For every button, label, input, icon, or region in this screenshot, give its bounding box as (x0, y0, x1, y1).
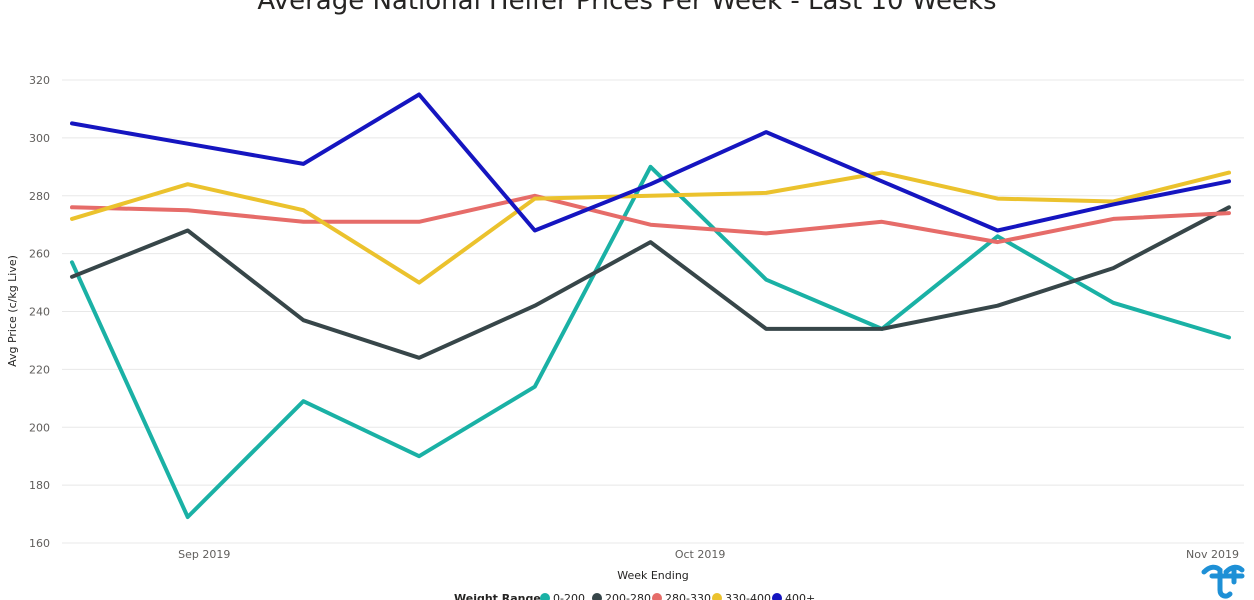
x-axis-title: Week Ending (617, 569, 689, 582)
legend-title: Weight Range (454, 592, 541, 600)
series-line-330-400[interactable] (70, 170, 1231, 285)
series-lines (70, 92, 1231, 519)
y-tick-label: 320 (29, 74, 50, 87)
x-tick-label: Oct 2019 (675, 548, 726, 561)
y-tick-label: 300 (29, 132, 50, 145)
y-axis-title: Avg Price (c/kg Live) (6, 255, 19, 367)
y-tick-label: 280 (29, 190, 50, 203)
x-tick-label: Sep 2019 (178, 548, 230, 561)
legend-items: 0-200 200-280 280-330 330-400 400+ (540, 592, 815, 600)
series-line-400+[interactable] (70, 92, 1231, 233)
legend-item-280-330[interactable]: 280-330 (652, 592, 711, 600)
series-line-200-280[interactable] (70, 205, 1231, 360)
legend-item-400+[interactable]: 400+ (772, 592, 815, 600)
gridlines (62, 79, 1244, 544)
legend-label: 400+ (785, 592, 815, 600)
legend-label: 280-330 (665, 592, 711, 600)
legend-label: 330-400 (725, 592, 771, 600)
legend-marker (540, 593, 550, 600)
tt-logo-icon (1201, 564, 1245, 599)
chart-title: Average National Heifer Prices Per Week … (257, 0, 997, 16)
y-tick-label: 260 (29, 248, 50, 261)
legend-label: 0-200 (553, 592, 585, 600)
y-tick-label: 180 (29, 479, 50, 492)
series-line-0-200[interactable] (70, 164, 1231, 519)
legend-label: 200-280 (605, 592, 651, 600)
legend-item-0-200[interactable]: 0-200 (540, 592, 585, 600)
y-axis-ticks: 160 180 200 220 240 260 280 300 320 (29, 74, 50, 550)
legend-marker (652, 593, 662, 600)
y-tick-label: 200 (29, 421, 50, 434)
series-line-280-330[interactable] (70, 193, 1231, 245)
legend-item-330-400[interactable]: 330-400 (712, 592, 771, 600)
y-tick-label: 160 (29, 537, 50, 550)
legend[interactable]: Weight Range 0-200 200-280 280-330 330-400 4… (454, 592, 815, 600)
x-tick-label: Nov 2019 (1186, 548, 1239, 561)
legend-marker (592, 593, 602, 600)
x-axis-ticks: Sep 2019 Oct 2019 Nov 2019 (178, 548, 1239, 561)
y-tick-label: 240 (29, 306, 50, 319)
legend-marker (772, 593, 782, 600)
legend-marker (712, 593, 722, 600)
y-tick-label: 220 (29, 363, 50, 376)
legend-item-200-280[interactable]: 200-280 (592, 592, 651, 600)
